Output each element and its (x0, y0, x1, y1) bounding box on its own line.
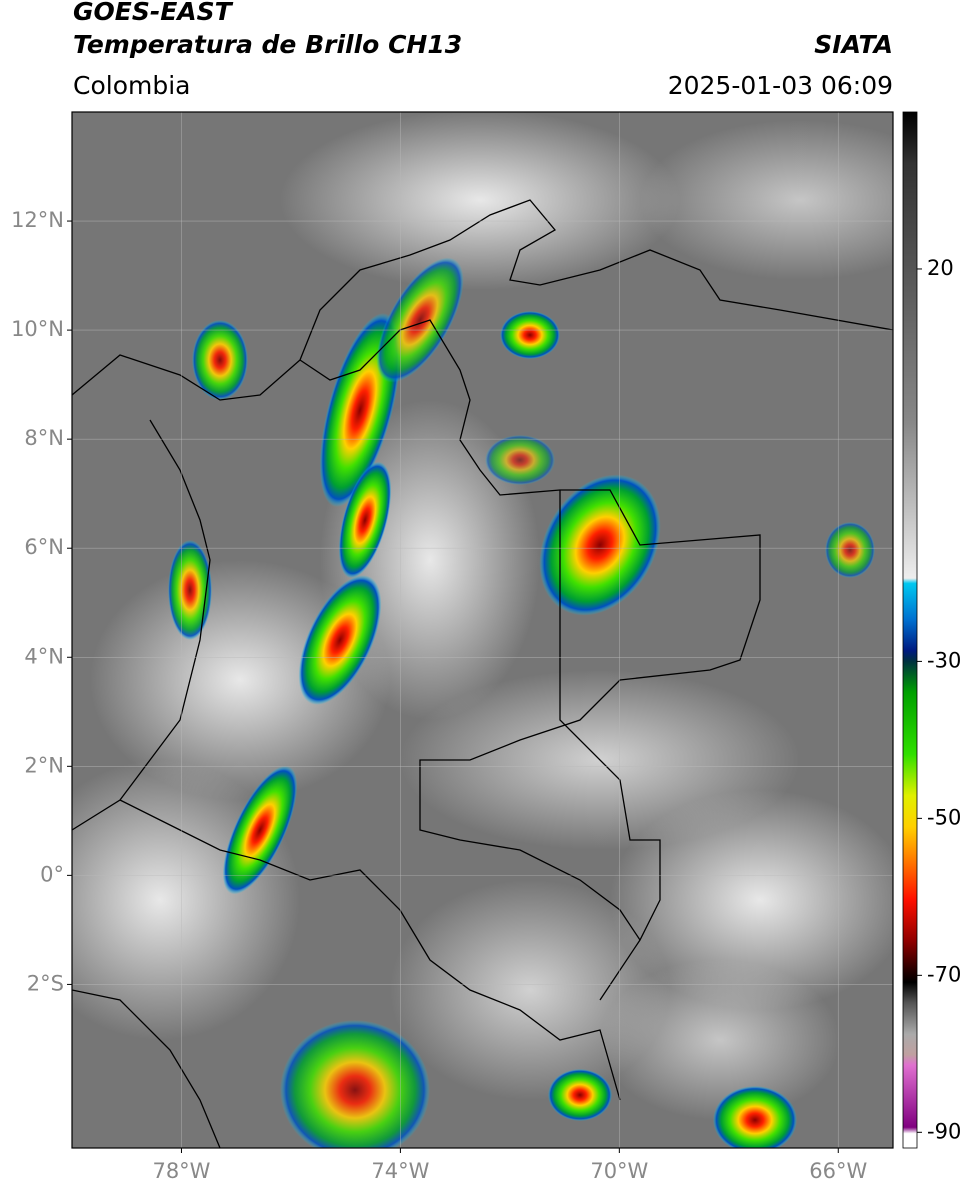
x-tick-label: 78°W (152, 1159, 210, 1183)
region: Colombia (73, 71, 190, 100)
title: GOES-EAST (73, 0, 234, 26)
x-tick-label: 70°W (590, 1159, 648, 1183)
y-tick-label: 2°N (24, 753, 64, 777)
map-image (72, 112, 893, 1148)
colorbar-tick-label: 20 (927, 256, 954, 280)
colorbar-tick-label: -30 (927, 648, 961, 672)
timestamp: 2025-01-03 06:09 (668, 71, 893, 100)
y-tick-label: 12°N (11, 208, 64, 232)
y-tick-label: 4°N (24, 644, 64, 668)
colorbar-tick-label: -70 (927, 962, 961, 986)
colorbar-tick-label: -90 (927, 1119, 961, 1143)
x-tick-label: 74°W (371, 1159, 429, 1183)
y-tick-label: 8°N (24, 426, 64, 450)
y-tick-label: 6°N (24, 535, 64, 559)
subtitle: Temperatura de Brillo CH13 (73, 30, 462, 59)
y-tick-label: 0° (40, 862, 64, 886)
x-tick-label: 66°W (809, 1159, 867, 1183)
y-tick-label: 10°N (11, 317, 64, 341)
source: SIATA (814, 30, 893, 59)
colorbar-tick-label: -50 (927, 805, 961, 829)
grid (72, 112, 893, 1148)
map-frame (71, 111, 894, 1149)
y-tick-label: 2°S (27, 971, 64, 995)
colorbar (902, 111, 918, 1149)
